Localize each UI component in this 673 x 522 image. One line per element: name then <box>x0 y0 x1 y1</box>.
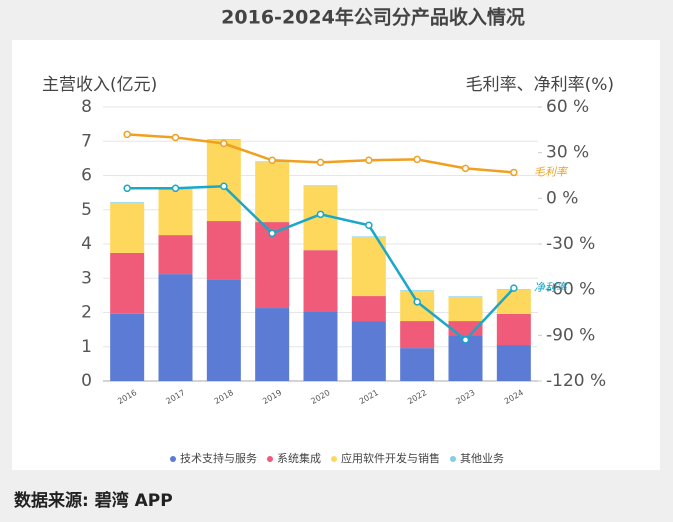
bar-segment <box>206 279 241 381</box>
line-point <box>268 156 276 165</box>
y-tick-label: 1 <box>81 337 92 357</box>
y2-tick-label: -30 % <box>546 234 595 254</box>
legend-marker <box>170 456 176 462</box>
source-note: 数据来源: 碧湾 APP <box>14 490 173 511</box>
y-tick-label: 0 <box>81 371 92 391</box>
line-point <box>510 168 518 177</box>
y2-tick-label: -90 % <box>546 325 595 345</box>
legend-label: 其他业务 <box>460 452 504 465</box>
legend-marker <box>331 456 337 462</box>
bar-segment <box>400 290 435 291</box>
y-tick-label: 7 <box>81 131 92 151</box>
line-point <box>510 284 518 292</box>
bar-segment <box>206 139 241 222</box>
bar-segment <box>400 348 435 381</box>
y-tick-label: 4 <box>81 234 92 254</box>
y2-tick-label: 0 % <box>546 188 578 208</box>
line-point <box>123 184 131 193</box>
y2-tick-label: -120 % <box>546 371 606 391</box>
bar-segment <box>303 250 338 312</box>
bar-segment <box>255 308 290 381</box>
legend-marker <box>267 456 273 462</box>
bar-segment <box>206 221 241 280</box>
bar-segment <box>255 162 290 223</box>
bar-segment <box>206 139 241 140</box>
bar-segment <box>158 189 193 236</box>
legend-marker <box>450 456 456 462</box>
y-tick-label: 6 <box>81 166 92 186</box>
bar-segment <box>351 236 386 238</box>
bar-segment <box>351 237 386 297</box>
line-point <box>413 298 421 306</box>
line-point <box>413 155 421 164</box>
legend-label: 技术支持与服务 <box>180 451 257 465</box>
line-point <box>316 158 325 167</box>
line-label: 毛利率 <box>534 165 569 178</box>
legend-label: 系统集成 <box>277 451 321 465</box>
line-point <box>316 210 325 219</box>
bar-segment <box>110 202 145 203</box>
bar-segment <box>400 321 435 349</box>
legend-label: 应用软件开发与销售 <box>341 451 440 465</box>
bar-segment <box>158 235 193 275</box>
y2-tick-label: 30 % <box>546 143 589 163</box>
bar-segment <box>448 296 483 298</box>
bar-segment <box>496 313 531 346</box>
y-tick-label: 3 <box>81 268 92 288</box>
bar-segment <box>351 296 386 322</box>
line-point <box>123 130 131 139</box>
bar-segment <box>110 252 145 314</box>
bar-segment <box>303 311 338 381</box>
line-point <box>365 156 373 165</box>
bar-segment <box>400 290 435 322</box>
bar-segment <box>158 274 193 381</box>
line-point <box>171 184 180 193</box>
y-tick-label: 5 <box>81 200 92 220</box>
bar-segment <box>448 297 483 322</box>
chart-title: 2016-2024年公司分产品收入情况 <box>221 6 525 29</box>
y-tick-label: 8 <box>81 97 92 117</box>
bar-segment <box>110 313 145 381</box>
bar-segment <box>110 202 145 253</box>
y2-tick-label: 60 % <box>546 97 589 117</box>
line-point <box>461 164 470 173</box>
y-tick-label: 2 <box>81 303 92 323</box>
bar-segment <box>496 345 531 381</box>
line-point <box>461 336 470 344</box>
bar-segment <box>303 185 338 187</box>
y2-tick-label: -60 % <box>546 280 595 300</box>
line-point <box>268 229 276 238</box>
y2-axis-title: 毛利率、净利率(%) <box>466 75 614 95</box>
line-point <box>171 133 180 142</box>
line-point <box>220 139 228 148</box>
line-point <box>365 221 373 230</box>
line-label: 净利率 <box>534 281 569 294</box>
y-axis-title: 主营收入(亿元) <box>42 75 157 95</box>
bar-segment <box>351 321 386 381</box>
line-point <box>220 182 228 191</box>
